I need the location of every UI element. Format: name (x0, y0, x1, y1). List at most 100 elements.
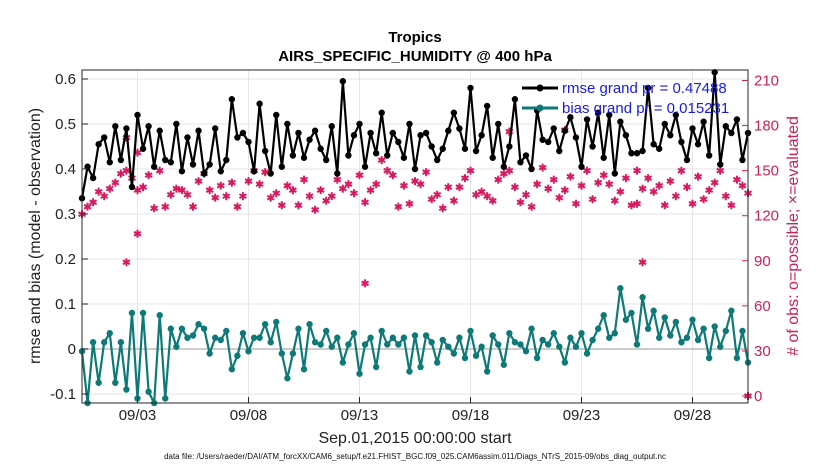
obs-count-dot (496, 177, 501, 182)
bias-point (583, 350, 591, 357)
bias-point (323, 327, 330, 335)
obs-count-dot (240, 193, 246, 199)
rmse-point (245, 138, 252, 146)
obs-count-dot (135, 231, 140, 236)
bias-point (733, 354, 741, 362)
bias-point (495, 341, 502, 348)
rmse-point (317, 145, 324, 152)
obs-count-dot (418, 181, 423, 187)
rmse-point (372, 150, 380, 157)
bias-point (572, 343, 580, 350)
obs-count-dot (657, 183, 662, 188)
obs-count-dot (634, 201, 640, 206)
bias-point (395, 341, 402, 348)
obs-count-marker (666, 177, 675, 186)
rmse-point (672, 111, 680, 119)
plot-area (78, 69, 752, 407)
rmse-point (384, 152, 391, 159)
obs-count-dot (268, 195, 273, 200)
rmse-point (223, 156, 230, 164)
obs-count-marker (444, 183, 453, 192)
obs-count-dot (351, 190, 357, 196)
obs-count-dot (362, 281, 368, 286)
bias-point (250, 334, 258, 341)
obs-count-marker (327, 192, 336, 201)
y-tick-label-left: 0.1 (55, 296, 76, 313)
bias-point (661, 314, 668, 321)
obs-count-marker (294, 201, 303, 210)
obs-count-marker (344, 180, 353, 189)
obs-count-dot (701, 196, 706, 202)
obs-count-dot (551, 177, 556, 182)
obs-count-marker (155, 166, 164, 175)
rmse-point (539, 136, 546, 143)
obs-count-marker (405, 199, 414, 208)
rmse-point (150, 163, 158, 170)
bias-point (411, 332, 419, 339)
y-tick-label-left: 0.6 (55, 71, 76, 88)
obs-count-dot (124, 260, 129, 265)
rmse-point (328, 123, 335, 130)
obs-count-marker (677, 166, 686, 175)
obs-count-marker (333, 175, 342, 184)
bias-point (717, 343, 724, 350)
bias-point (606, 334, 613, 341)
obs-count-marker (166, 190, 175, 199)
obs-count-marker (660, 201, 669, 210)
obs-count-dot (301, 177, 307, 182)
obs-count-marker (416, 180, 425, 189)
rmse-point (112, 123, 119, 130)
rmse-point (622, 132, 630, 139)
obs-count-dot (151, 206, 157, 211)
obs-count-marker (283, 181, 292, 190)
obs-count-dot (368, 187, 373, 193)
y-tick-label-right: 120 (754, 208, 779, 225)
y-tick-label-right: 150 (754, 163, 779, 180)
rmse-point (378, 109, 385, 116)
bias-point (178, 325, 186, 332)
rmse-point (650, 141, 657, 148)
obs-count-marker (100, 192, 109, 201)
obs-count-dot (723, 193, 728, 199)
obs-count-marker (583, 166, 592, 175)
obs-count-marker (277, 201, 286, 210)
bias-point (506, 330, 513, 337)
bias-point (184, 334, 191, 341)
rmse-point (300, 154, 308, 161)
obs-count-marker (483, 192, 492, 201)
bias-point (101, 339, 108, 346)
rmse-point (101, 134, 108, 141)
obs-count-marker (222, 192, 231, 201)
obs-count-dot (335, 177, 340, 182)
bias-point (633, 341, 641, 348)
bias-point (650, 307, 657, 314)
obs-count-dot (523, 192, 529, 197)
obs-count-marker (94, 187, 103, 196)
obs-count-marker (372, 180, 381, 189)
obs-count-dot (640, 186, 645, 191)
obs-count-dot (124, 168, 129, 173)
rmse-point (661, 120, 668, 128)
rmse-point (345, 152, 352, 159)
obs-count-marker (721, 192, 730, 201)
obs-count-dot (135, 187, 140, 193)
obs-count-marker (189, 202, 197, 211)
obs-count-marker (716, 166, 725, 175)
obs-count-marker (516, 198, 525, 207)
obs-count-dot (135, 150, 140, 155)
obs-count-marker (233, 202, 242, 211)
rmse-point (500, 163, 507, 170)
rmse-point (722, 123, 729, 130)
obs-count-dot (623, 175, 629, 181)
obs-count-dot (218, 183, 223, 188)
bias-point (489, 332, 496, 339)
rmse-point (617, 118, 624, 125)
obs-count-dot (612, 198, 617, 203)
bias-point (89, 339, 97, 346)
rmse-point (134, 111, 141, 119)
bias-point (694, 336, 702, 344)
rmse-point (273, 111, 280, 119)
bias-point (483, 368, 491, 375)
obs-count-dot (390, 172, 395, 178)
bias-point (267, 339, 274, 346)
